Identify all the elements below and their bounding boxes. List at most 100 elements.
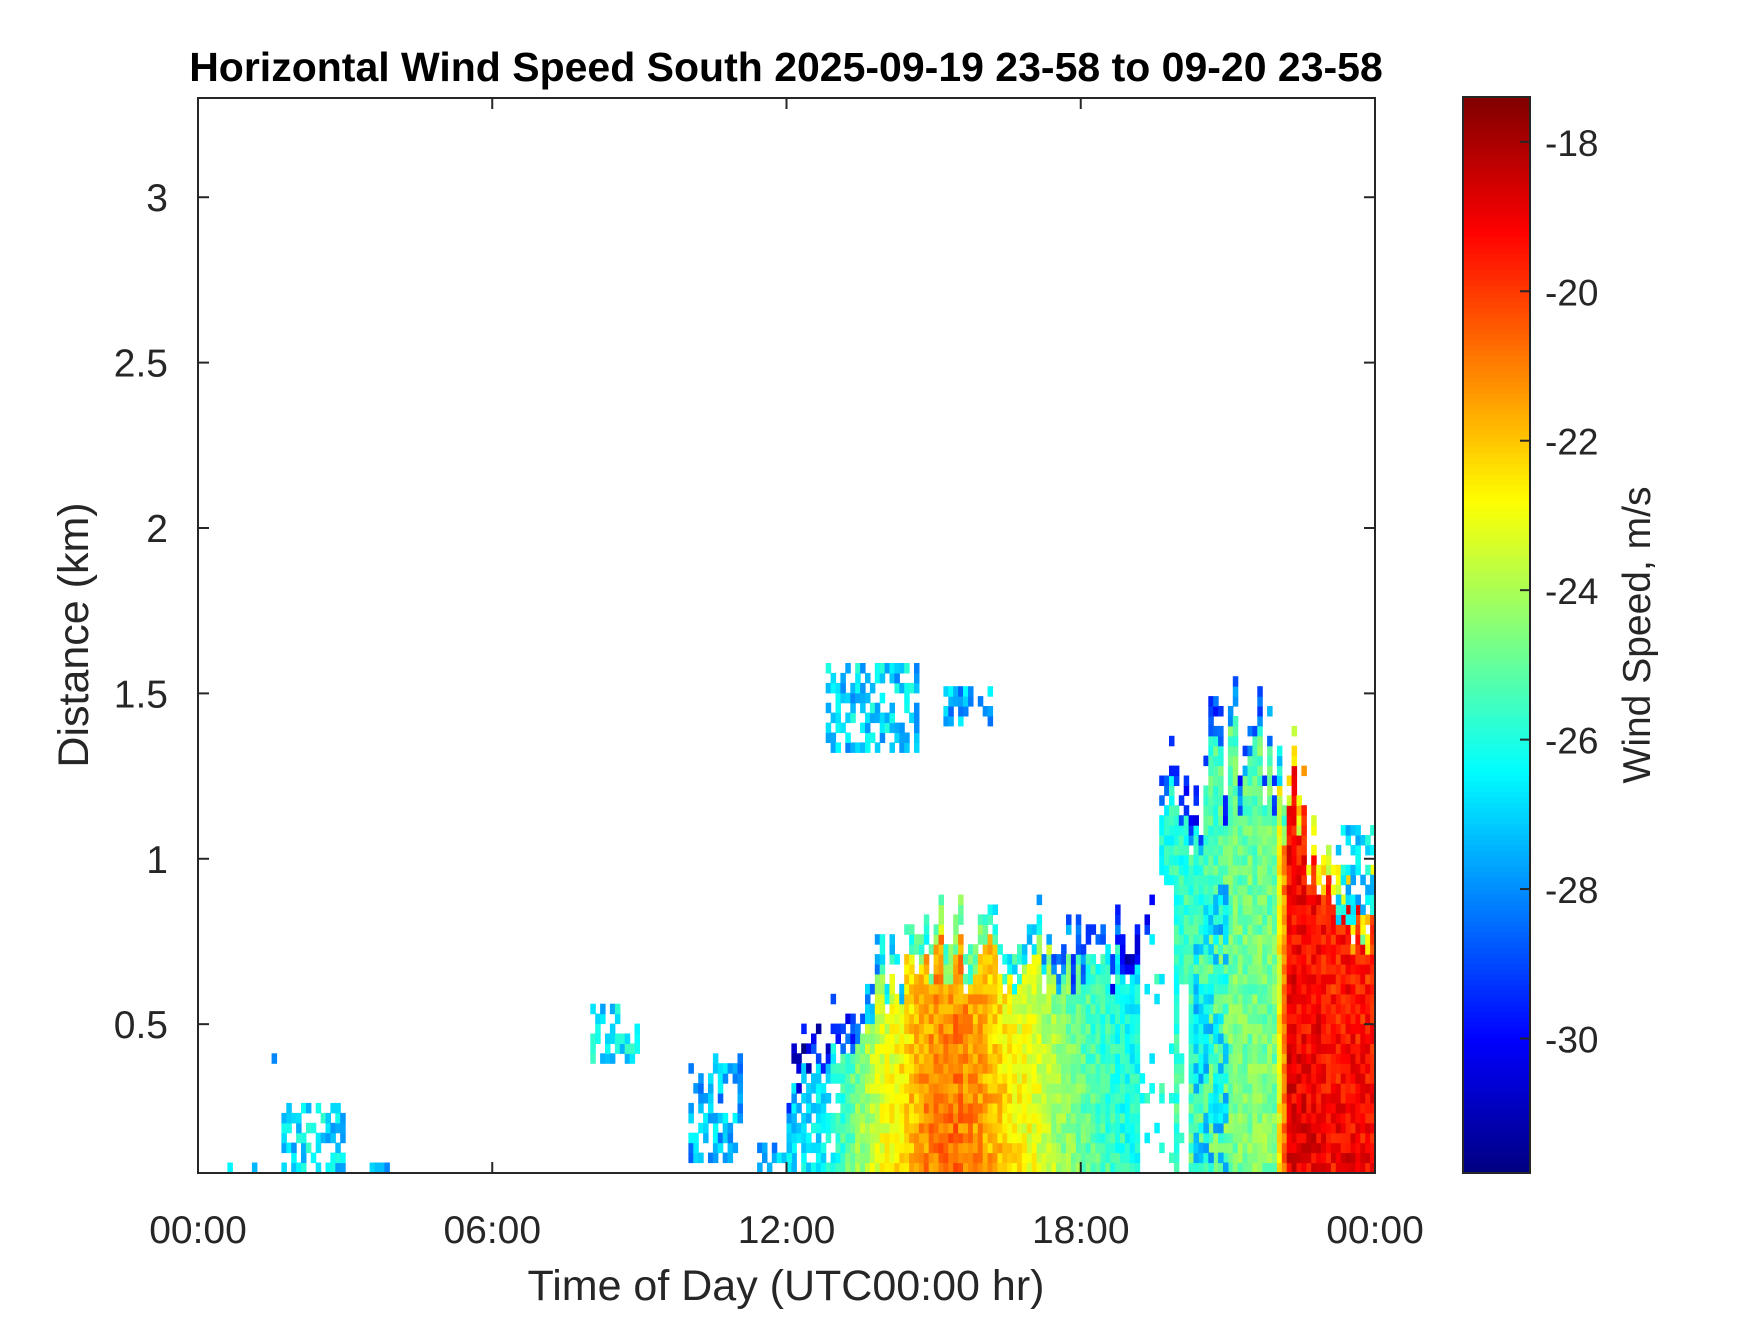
- heatmap-cell: [987, 954, 994, 965]
- heatmap-cell: [889, 663, 895, 674]
- heatmap-cell: [1198, 973, 1204, 985]
- heatmap-cell: [884, 663, 891, 674]
- heatmap-cell: [1173, 765, 1180, 777]
- colorbar-segment: [1463, 952, 1530, 959]
- heatmap-cell: [1276, 775, 1283, 786]
- heatmap-cell: [1232, 1023, 1239, 1035]
- heatmap-cell: [1213, 894, 1219, 906]
- heatmap-cell: [801, 1023, 807, 1035]
- heatmap-cell: [1276, 954, 1283, 965]
- heatmap-cell: [301, 1162, 307, 1173]
- heatmap-cell: [968, 1023, 974, 1035]
- heatmap-cell: [1223, 1102, 1229, 1114]
- heatmap-cell: [1247, 864, 1253, 876]
- heatmap-cell: [1267, 1112, 1273, 1124]
- heatmap-cell: [1134, 934, 1141, 945]
- colorbar-segment: [1463, 591, 1530, 599]
- heatmap-cell: [1262, 983, 1268, 995]
- heatmap-cell: [865, 1112, 871, 1124]
- heatmap-cell: [1276, 884, 1283, 896]
- heatmap-cell: [1242, 884, 1249, 896]
- heatmap-cell: [1017, 1112, 1023, 1124]
- heatmap-cell: [1134, 1033, 1141, 1044]
- heatmap-cell: [1291, 1162, 1298, 1173]
- heatmap-cell: [899, 1083, 905, 1094]
- heatmap-cell: [1203, 1112, 1209, 1124]
- heatmap-cell: [909, 964, 915, 975]
- heatmap-cell: [1213, 795, 1219, 806]
- heatmap-cell: [1257, 884, 1263, 896]
- heatmap-cell: [850, 702, 856, 714]
- heatmap-cell: [879, 712, 886, 724]
- heatmap-cell: [374, 1162, 380, 1173]
- heatmap-cell: [1012, 1152, 1018, 1164]
- heatmap-cell: [1026, 964, 1033, 975]
- heatmap-cell: [1272, 894, 1278, 906]
- heatmap-cell: [796, 1083, 802, 1094]
- heatmap-cell: [1120, 934, 1126, 945]
- heatmap-cell: [1056, 1122, 1062, 1134]
- heatmap-cell: [1129, 1083, 1136, 1094]
- heatmap-cell: [1012, 1003, 1018, 1015]
- heatmap-cell: [1115, 964, 1121, 975]
- colorbar-segment: [1463, 850, 1530, 857]
- heatmap-cell: [918, 1122, 925, 1134]
- heatmap-cell: [1296, 954, 1302, 965]
- heatmap-cell: [894, 1102, 900, 1114]
- heatmap-cell: [938, 934, 944, 945]
- heatmap-cell: [865, 1003, 871, 1015]
- heatmap-cell: [727, 1063, 734, 1074]
- heatmap-cell: [1252, 825, 1258, 836]
- heatmap-cell: [1232, 884, 1239, 896]
- heatmap-cell: [1208, 973, 1214, 985]
- heatmap-cell: [1188, 1102, 1195, 1114]
- heatmap-cell: [1335, 1083, 1342, 1094]
- heatmap-cell: [869, 712, 876, 724]
- heatmap-cell: [1046, 1013, 1052, 1025]
- heatmap-cell: [1085, 1112, 1092, 1124]
- heatmap-cell: [987, 1132, 994, 1144]
- heatmap-cell: [899, 742, 905, 753]
- heatmap-cell: [1326, 1093, 1332, 1104]
- heatmap-cell: [1301, 1102, 1307, 1114]
- heatmap-cell: [1227, 1152, 1234, 1164]
- heatmap-cell: [1247, 983, 1253, 995]
- heatmap-cell: [1021, 1053, 1028, 1064]
- heatmap-cell: [1046, 973, 1052, 985]
- heatmap-cell: [1272, 795, 1278, 806]
- heatmap-cell: [1223, 864, 1229, 876]
- heatmap-cell: [1115, 1152, 1121, 1164]
- heatmap-cell: [1242, 1013, 1249, 1025]
- heatmap-cell: [1291, 805, 1298, 816]
- heatmap-cell: [899, 1043, 905, 1054]
- heatmap-cell: [1036, 1142, 1043, 1154]
- heatmap-cell: [1208, 894, 1214, 906]
- heatmap-cell: [1213, 825, 1219, 836]
- heatmap-cell: [894, 732, 900, 743]
- heatmap-cell: [619, 1043, 626, 1054]
- heatmap-cell: [1345, 1033, 1352, 1044]
- heatmap-cell: [766, 1162, 773, 1173]
- heatmap-cell: [688, 1142, 694, 1154]
- heatmap-cell: [1075, 1043, 1082, 1054]
- heatmap-cell: [1350, 825, 1356, 836]
- y-tick-label: 0.5: [114, 1004, 168, 1047]
- heatmap-cell: [1070, 1023, 1077, 1035]
- heatmap-cell: [845, 1102, 851, 1114]
- heatmap-cell: [992, 1023, 998, 1035]
- heatmap-cell: [732, 1112, 739, 1124]
- heatmap-cell: [1208, 1102, 1214, 1114]
- heatmap-cell: [1169, 805, 1175, 816]
- heatmap-cell: [1178, 924, 1185, 935]
- heatmap-cell: [1370, 1083, 1375, 1094]
- heatmap-cell: [1208, 1083, 1214, 1094]
- heatmap-cell: [1124, 964, 1131, 975]
- heatmap-cell: [1173, 835, 1180, 846]
- colorbar-segment: [1463, 333, 1530, 340]
- heatmap-cell: [296, 1122, 302, 1134]
- heatmap-cell: [899, 1003, 905, 1015]
- heatmap-cell: [1124, 1003, 1131, 1015]
- heatmap-cell: [1301, 864, 1307, 876]
- heatmap-cell: [1345, 934, 1352, 945]
- heatmap-cell: [1257, 1152, 1263, 1164]
